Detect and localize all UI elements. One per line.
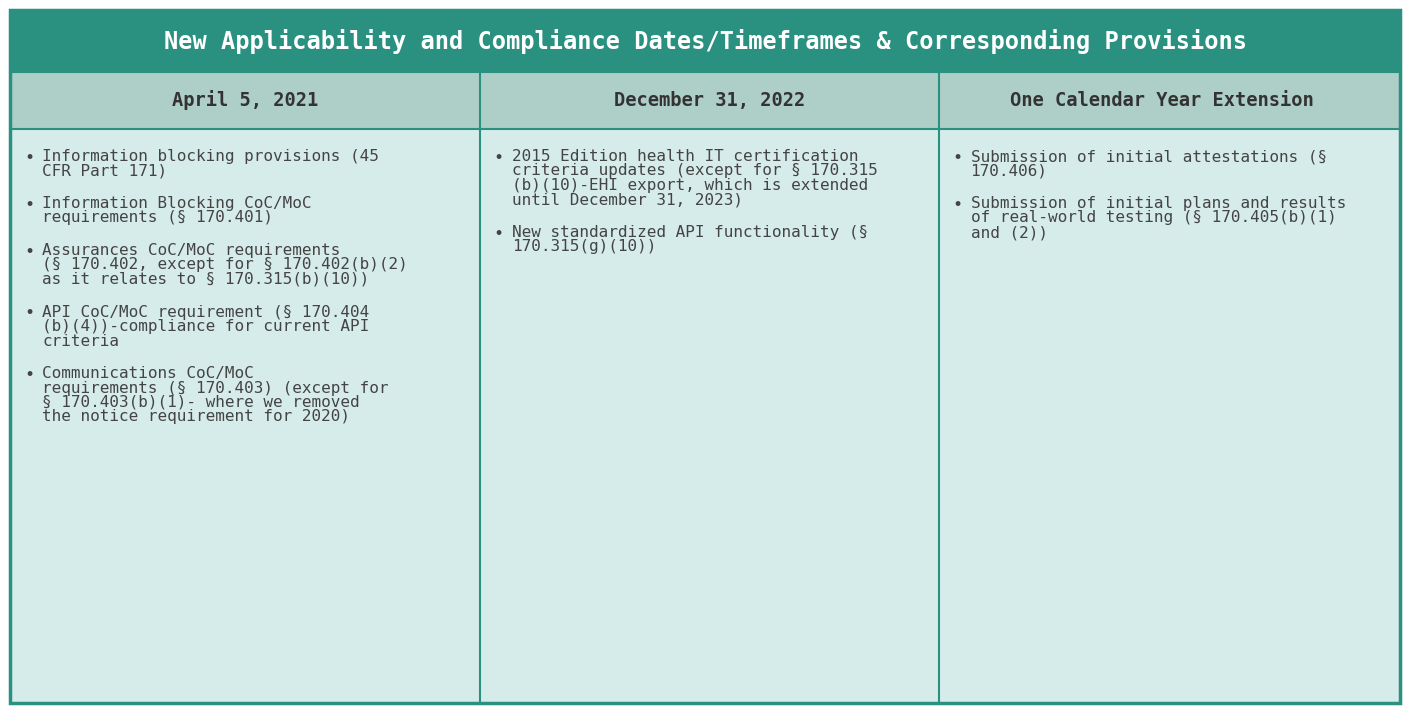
Text: API CoC/MoC requirement (§ 170.404: API CoC/MoC requirement (§ 170.404	[42, 304, 369, 319]
Text: 2015 Edition health IT certification: 2015 Edition health IT certification	[512, 149, 859, 164]
Text: Assurances CoC/MoC requirements: Assurances CoC/MoC requirements	[42, 243, 340, 258]
Bar	[10, 129, 1400, 703]
Text: •: •	[953, 149, 963, 167]
Bar	[10, 72, 1400, 129]
Text: December 31, 2022: December 31, 2022	[613, 91, 805, 110]
Text: of real-world testing (§ 170.405(b)(1): of real-world testing (§ 170.405(b)(1)	[970, 210, 1337, 225]
Text: (b)(10)-EHI export, which is extended: (b)(10)-EHI export, which is extended	[512, 178, 869, 193]
Text: the notice requirement for 2020): the notice requirement for 2020)	[42, 409, 350, 424]
Text: New Applicability and Compliance Dates/Timeframes & Corresponding Provisions: New Applicability and Compliance Dates/T…	[164, 29, 1246, 53]
Text: New standardized API functionality (§: New standardized API functionality (§	[512, 225, 869, 240]
Text: One Calendar Year Extension: One Calendar Year Extension	[1011, 91, 1314, 110]
Text: 170.406): 170.406)	[970, 163, 1048, 178]
Text: requirements (§ 170.403) (except for: requirements (§ 170.403) (except for	[42, 381, 389, 396]
Text: and (2)): and (2))	[970, 225, 1048, 240]
Bar	[10, 10, 1400, 72]
Text: •: •	[24, 149, 34, 167]
Text: •: •	[24, 366, 34, 384]
Text: as it relates to § 170.315(b)(10)): as it relates to § 170.315(b)(10))	[42, 272, 369, 287]
Text: Information blocking provisions (45: Information blocking provisions (45	[42, 149, 379, 164]
Text: •: •	[493, 149, 503, 167]
Text: criteria updates (except for § 170.315: criteria updates (except for § 170.315	[512, 163, 877, 178]
Text: CFR Part 171): CFR Part 171)	[42, 163, 168, 178]
Text: Submission of initial attestations (§: Submission of initial attestations (§	[970, 149, 1327, 164]
Text: § 170.403(b)(1)- where we removed: § 170.403(b)(1)- where we removed	[42, 395, 360, 410]
Text: •: •	[953, 196, 963, 214]
Text: April 5, 2021: April 5, 2021	[172, 91, 319, 111]
Text: Submission of initial plans and results: Submission of initial plans and results	[970, 196, 1347, 211]
Text: •: •	[493, 225, 503, 243]
Text: criteria: criteria	[42, 334, 118, 349]
Text: •: •	[24, 243, 34, 261]
Text: requirements (§ 170.401): requirements (§ 170.401)	[42, 210, 274, 225]
Text: (§ 170.402, except for § 170.402(b)(2): (§ 170.402, except for § 170.402(b)(2)	[42, 257, 407, 272]
Text: until December 31, 2023): until December 31, 2023)	[512, 193, 743, 207]
Text: 170.315(g)(10)): 170.315(g)(10))	[512, 240, 656, 255]
Text: (b)(4))-compliance for current API: (b)(4))-compliance for current API	[42, 319, 369, 334]
Text: Communications CoC/MoC: Communications CoC/MoC	[42, 366, 254, 381]
Text: Information Blocking CoC/MoC: Information Blocking CoC/MoC	[42, 196, 312, 211]
Text: •: •	[24, 304, 34, 322]
Text: •: •	[24, 196, 34, 214]
